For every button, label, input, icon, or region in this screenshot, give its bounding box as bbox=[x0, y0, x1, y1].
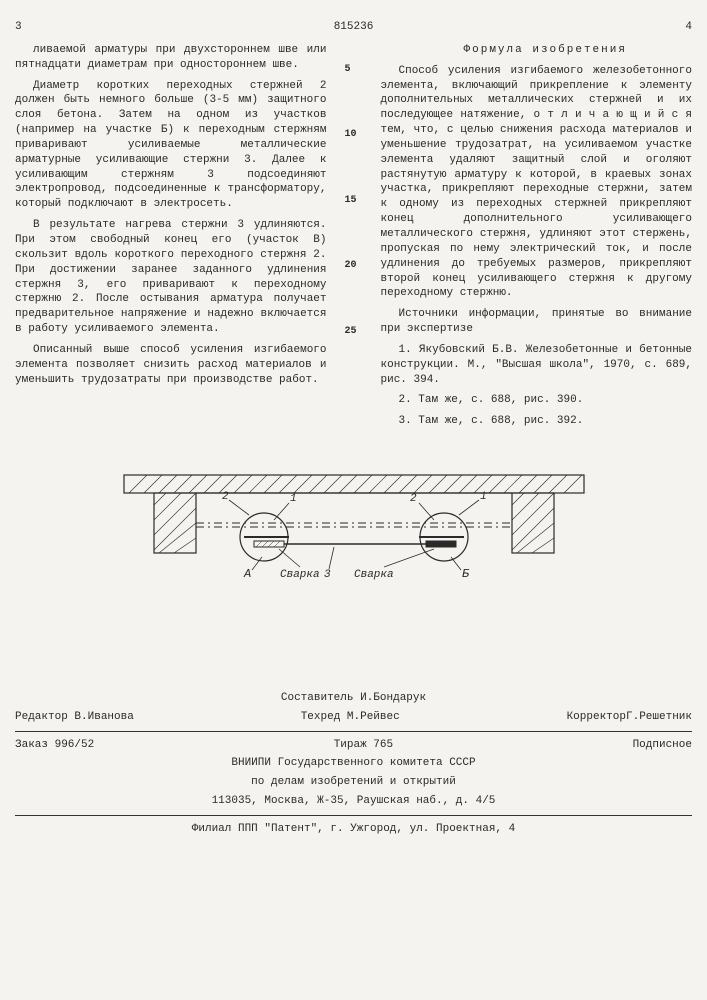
source-item: 2. Там же, с. 688, рис. 390. bbox=[381, 393, 693, 408]
line-mark: 20 bbox=[345, 259, 363, 273]
fig-label-B: Б bbox=[462, 567, 470, 581]
fig-label-1a: 1 bbox=[290, 493, 297, 505]
line-mark: 15 bbox=[345, 194, 363, 208]
para: ливаемой арматуры при двухстороннем шве … bbox=[15, 43, 327, 73]
divider bbox=[15, 731, 692, 732]
order-no: Заказ 996/52 bbox=[15, 738, 94, 753]
para: Диаметр коротких переходных стержней 2 д… bbox=[15, 79, 327, 213]
page-num-left: 3 bbox=[15, 20, 22, 35]
fig-label-1: 1 bbox=[480, 491, 487, 503]
line-mark: 10 bbox=[345, 128, 363, 142]
compiler: Составитель И.Бондарук bbox=[15, 691, 692, 706]
line-mark: 25 bbox=[345, 325, 363, 339]
line-number-gutter: 5 10 15 20 25 bbox=[345, 43, 363, 435]
para: Описанный выше способ усиления изгибаемо… bbox=[15, 343, 327, 388]
address-1: 113035, Москва, Ж-35, Раушская наб., д. … bbox=[15, 794, 692, 809]
fig-label-3: 3 bbox=[324, 569, 331, 581]
line-mark: 5 bbox=[345, 63, 363, 77]
fig-label-svarka-1: Сварка bbox=[280, 569, 320, 581]
page-num-right: 4 bbox=[685, 20, 692, 35]
tirage: Тираж 765 bbox=[334, 738, 393, 753]
source-item: 1. Якубовский Б.В. Железобетонные и бето… bbox=[381, 343, 693, 388]
page-header: 3 815236 4 bbox=[15, 20, 692, 35]
formula-title: Формула изобретения bbox=[381, 43, 693, 58]
editor: Редактор В.Иванова bbox=[15, 710, 134, 725]
fig-label-2: 2 bbox=[222, 491, 229, 503]
org-line-1: ВНИИПИ Государственного комитета СССР bbox=[15, 756, 692, 771]
para: Способ усиления изгибаемого железобетонн… bbox=[381, 64, 693, 302]
fig-label-svarka-2: Сварка bbox=[354, 569, 394, 581]
patent-number: 815236 bbox=[334, 20, 374, 35]
right-column: Формула изобретения Способ усиления изги… bbox=[381, 43, 693, 435]
techred: Техред М.Рейвес bbox=[301, 710, 400, 725]
text-columns: ливаемой арматуры при двухстороннем шве … bbox=[15, 43, 692, 435]
sources-title: Источники информации, принятые во вниман… bbox=[381, 307, 693, 337]
para: В результате нагрева стержни 3 удлиняютс… bbox=[15, 218, 327, 337]
source-item: 3. Там же, с. 688, рис. 392. bbox=[381, 414, 693, 429]
corrector: КорректорГ.Решетник bbox=[567, 710, 692, 725]
left-column: ливаемой арматуры при двухстороннем шве … bbox=[15, 43, 327, 435]
divider bbox=[15, 815, 692, 816]
org-line-2: по делам изобретений и открытий bbox=[15, 775, 692, 790]
subscription: Подписное bbox=[633, 738, 692, 753]
branch: Филиал ППП "Патент", г. Ужгород, ул. Про… bbox=[15, 822, 692, 837]
fig-label-2b: 2 bbox=[410, 493, 417, 505]
technical-drawing: 2 1 1 2 А Б Сварка 3 Сварка bbox=[114, 465, 594, 631]
fig-label-A: А bbox=[243, 567, 251, 581]
footer: Составитель И.Бондарук Редактор В.Иванов… bbox=[15, 691, 692, 837]
